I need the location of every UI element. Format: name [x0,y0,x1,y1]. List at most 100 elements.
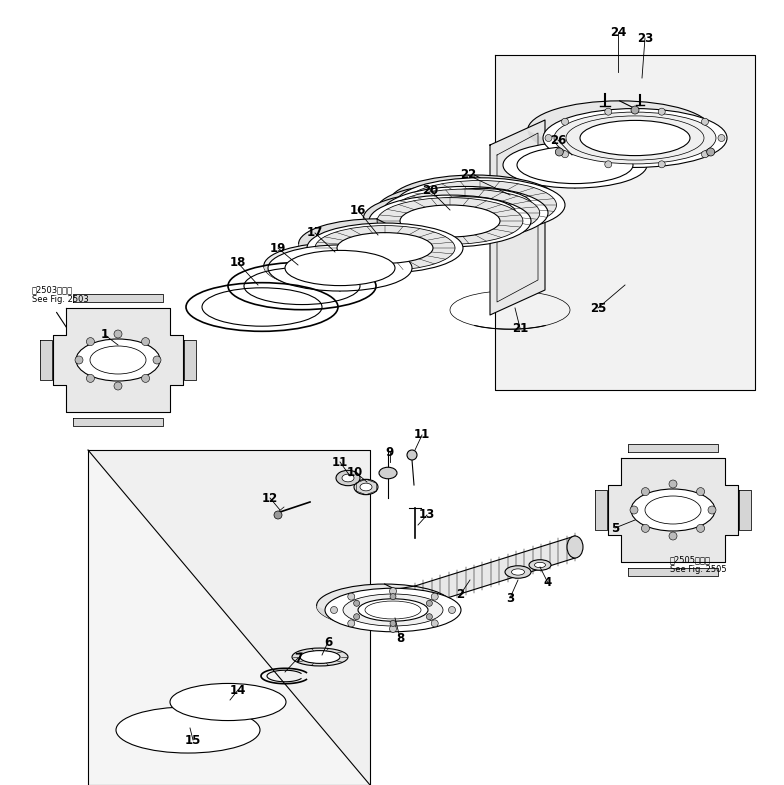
Circle shape [696,524,705,532]
Circle shape [706,148,715,156]
Text: 23: 23 [637,31,653,45]
Circle shape [390,588,397,594]
Circle shape [274,511,282,519]
Ellipse shape [182,688,274,717]
Ellipse shape [535,562,546,568]
Ellipse shape [529,560,551,570]
Circle shape [631,106,639,114]
Ellipse shape [567,536,583,558]
Ellipse shape [428,188,532,221]
Text: 21: 21 [512,322,528,334]
Text: 11: 11 [332,455,348,469]
Circle shape [718,134,725,141]
Ellipse shape [400,205,500,237]
Text: 第2503図参照
See Fig. 2503: 第2503図参照 See Fig. 2503 [32,285,89,305]
Text: 15: 15 [185,733,201,747]
Polygon shape [184,340,196,380]
Circle shape [153,356,161,364]
Text: 8: 8 [396,631,404,644]
Ellipse shape [343,594,443,626]
Ellipse shape [505,566,531,579]
Ellipse shape [414,197,516,229]
Ellipse shape [390,189,539,237]
Ellipse shape [128,710,248,749]
Text: 18: 18 [230,257,246,269]
Circle shape [659,161,665,168]
Polygon shape [73,418,163,426]
Ellipse shape [364,192,525,244]
Text: 16: 16 [350,203,366,217]
Ellipse shape [511,569,524,575]
Text: 17: 17 [307,227,323,239]
Circle shape [354,614,360,619]
Text: 11: 11 [414,429,430,441]
Ellipse shape [390,175,560,229]
Ellipse shape [408,194,510,227]
Ellipse shape [528,100,712,159]
Ellipse shape [307,223,463,273]
Ellipse shape [170,684,286,721]
Ellipse shape [315,225,455,270]
Ellipse shape [517,147,633,184]
Circle shape [331,607,337,614]
Ellipse shape [358,599,428,621]
Polygon shape [390,203,565,232]
Polygon shape [608,458,738,562]
Circle shape [604,161,612,168]
Circle shape [561,151,568,158]
Ellipse shape [300,651,340,663]
Ellipse shape [369,195,531,247]
Ellipse shape [631,489,715,531]
Text: 10: 10 [347,466,363,479]
Text: 9: 9 [386,446,394,458]
Text: 24: 24 [610,25,626,38]
Ellipse shape [285,250,395,286]
Circle shape [348,620,355,627]
Ellipse shape [394,203,495,234]
Text: 14: 14 [230,684,246,696]
Text: 12: 12 [262,491,278,505]
Ellipse shape [281,248,390,283]
Ellipse shape [499,141,644,186]
Ellipse shape [404,181,557,229]
Circle shape [348,593,355,601]
Text: 2: 2 [456,589,464,601]
Ellipse shape [376,184,543,237]
Polygon shape [364,218,531,247]
Circle shape [426,614,432,619]
Ellipse shape [299,219,455,268]
Ellipse shape [325,588,461,632]
Text: 4: 4 [544,576,552,590]
Circle shape [390,626,397,633]
Polygon shape [317,606,461,632]
Text: 20: 20 [422,184,438,196]
Polygon shape [415,536,575,608]
Ellipse shape [379,467,397,479]
Ellipse shape [395,177,565,232]
Ellipse shape [543,108,727,167]
Circle shape [142,374,150,382]
Circle shape [448,607,456,614]
Polygon shape [528,130,727,167]
Ellipse shape [423,185,526,219]
Polygon shape [88,450,370,785]
Polygon shape [628,444,718,452]
Text: 第2505図参照
See Fig. 2505: 第2505図参照 See Fig. 2505 [670,555,727,575]
Ellipse shape [360,483,372,491]
Ellipse shape [337,232,433,263]
Text: 5: 5 [611,521,619,535]
Circle shape [86,338,94,345]
Circle shape [641,487,649,495]
Ellipse shape [382,187,548,239]
Polygon shape [499,163,647,188]
Ellipse shape [317,584,452,627]
Circle shape [702,151,709,158]
Circle shape [431,620,438,627]
Circle shape [390,593,396,600]
Polygon shape [40,340,52,380]
Text: 1: 1 [101,328,109,341]
Text: 13: 13 [419,509,435,521]
Text: 6: 6 [324,636,332,648]
Circle shape [669,532,677,540]
Circle shape [555,148,564,156]
